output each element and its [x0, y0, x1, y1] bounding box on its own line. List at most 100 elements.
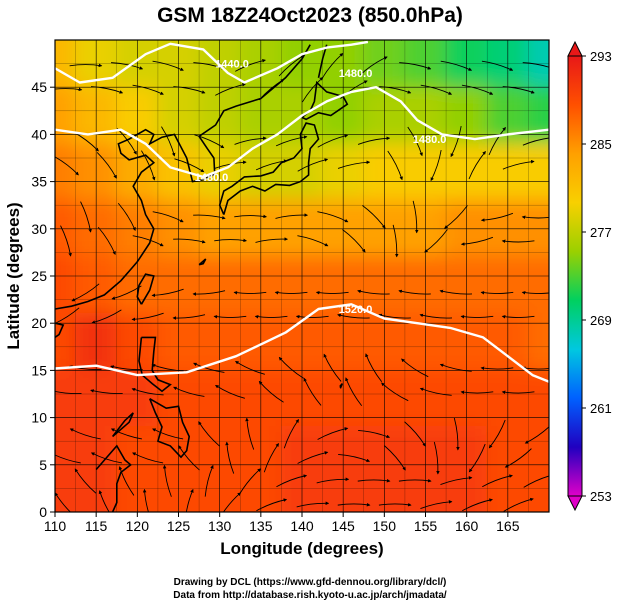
wind-arrow: [480, 212, 514, 222]
credit-drawing: Drawing by DCL (https://www.gfd-dennou.o…: [174, 577, 447, 588]
wind-arrow: [178, 445, 200, 471]
temperature-cell: [527, 426, 549, 485]
contour-label: 1480.0: [339, 68, 373, 80]
wind-arrow: [378, 313, 411, 319]
coastline-segment: [218, 122, 320, 215]
coastline-segment: [339, 383, 344, 389]
wind-arrow: [439, 363, 472, 372]
wind-arrow: [379, 86, 412, 94]
wind-arrow: [55, 307, 80, 326]
colorbar-tick-label: 293: [590, 49, 612, 64]
wind-arrow: [365, 353, 383, 383]
wind-arrow: [142, 488, 149, 512]
wind-arrow: [407, 126, 423, 157]
wind-arrow: [275, 213, 309, 219]
wind-arrow: [91, 86, 124, 94]
wind-arrow: [55, 87, 83, 92]
wind-arrow: [162, 464, 172, 497]
y-tick-label: 45: [31, 79, 47, 95]
wind-arrow: [74, 468, 97, 494]
wind-arrow: [98, 490, 110, 512]
wind-arrow: [462, 498, 493, 512]
wind-arrow: [501, 314, 535, 319]
wind-arrow: [274, 290, 308, 295]
wind-arrow: [444, 205, 468, 229]
y-axis-label: Latitude (degrees): [4, 202, 23, 349]
colorbar-tick-label: 253: [590, 489, 612, 504]
wind-arrow: [440, 60, 473, 71]
wind-arrow: [398, 478, 432, 483]
wind-arrow: [524, 426, 549, 444]
wind-arrow: [488, 419, 506, 449]
temperature-cell: [55, 312, 77, 372]
x-tick-label: 150: [373, 518, 397, 534]
temperature-cell: [55, 40, 77, 89]
wind-arrow: [440, 476, 473, 486]
wind-arrow: [131, 387, 164, 396]
wind-arrow: [502, 86, 535, 94]
wind-arrow: [419, 313, 453, 319]
x-tick-label: 160: [455, 518, 479, 534]
height-contour-line: [55, 86, 549, 179]
wind-arrow: [245, 417, 255, 450]
wind-arrow: [96, 152, 117, 179]
y-tick-label: 25: [31, 268, 47, 284]
temperature-cell: [55, 369, 77, 429]
colorbar-min-arrow: [567, 495, 583, 512]
wind-arrow: [362, 205, 386, 229]
wind-arrow: [303, 377, 322, 406]
temperature-cell: [527, 256, 549, 315]
temperature-cell: [55, 256, 77, 315]
map-plot-area: 1440.0 1480.0 1480.0 1480.0 1520.0: [55, 40, 549, 512]
y-tick-label: 15: [31, 362, 47, 378]
wind-arrow: [357, 136, 391, 145]
wind-arrow: [296, 501, 330, 508]
colorbar-tick-label: 277: [590, 225, 612, 240]
wind-arrow: [378, 502, 412, 507]
x-tick-label: 130: [208, 518, 232, 534]
wind-arrow: [360, 56, 388, 75]
wind-arrow: [357, 478, 391, 483]
wind-arrow: [399, 62, 432, 70]
wind-arrow: [460, 236, 494, 246]
wind-arrow: [501, 390, 535, 395]
wind-arrow: [174, 158, 205, 173]
wind-arrow: [295, 314, 329, 319]
wind-arrow: [401, 358, 429, 378]
colorbar-tick-label: 269: [590, 313, 612, 328]
wind-arrow: [419, 387, 452, 396]
wind-arrow: [110, 428, 143, 440]
colorbar-tick-label: 285: [590, 137, 612, 152]
contour-label: 1480.0: [413, 134, 447, 146]
wind-arrow: [297, 158, 329, 172]
y-tick-label: 0: [39, 504, 47, 520]
wind-arrow: [172, 314, 206, 320]
wind-arrow: [522, 137, 549, 146]
wind-arrow: [384, 445, 406, 471]
wind-arrow: [214, 160, 247, 169]
wind-arrow: [275, 135, 308, 147]
wind-arrow: [152, 428, 184, 440]
wind-arrow: [404, 421, 426, 447]
wind-arrow: [337, 502, 371, 507]
wind-arrow: [450, 126, 462, 158]
wind-arrow: [522, 62, 549, 68]
wind-arrow: [412, 200, 419, 234]
wind-arrow: [111, 62, 144, 70]
wind-arrow: [337, 313, 370, 319]
wind-arrow: [317, 211, 349, 223]
x-tick-label: 145: [331, 518, 355, 534]
wind-arrow: [381, 382, 409, 402]
coastline: [55, 40, 404, 512]
wind-arrow: [173, 86, 206, 94]
wind-arrow: [222, 492, 242, 512]
wind-arrow: [276, 474, 308, 488]
wind-arrow: [283, 419, 299, 449]
wind-arrow: [55, 390, 82, 395]
temperature-cell: [527, 482, 549, 512]
lat-lon-grid: [55, 40, 549, 512]
wind-arrow: [185, 488, 194, 512]
wind-arrow: [501, 239, 535, 244]
x-tick-label: 140: [290, 518, 314, 534]
colorbar-tick-label: 261: [590, 401, 612, 416]
